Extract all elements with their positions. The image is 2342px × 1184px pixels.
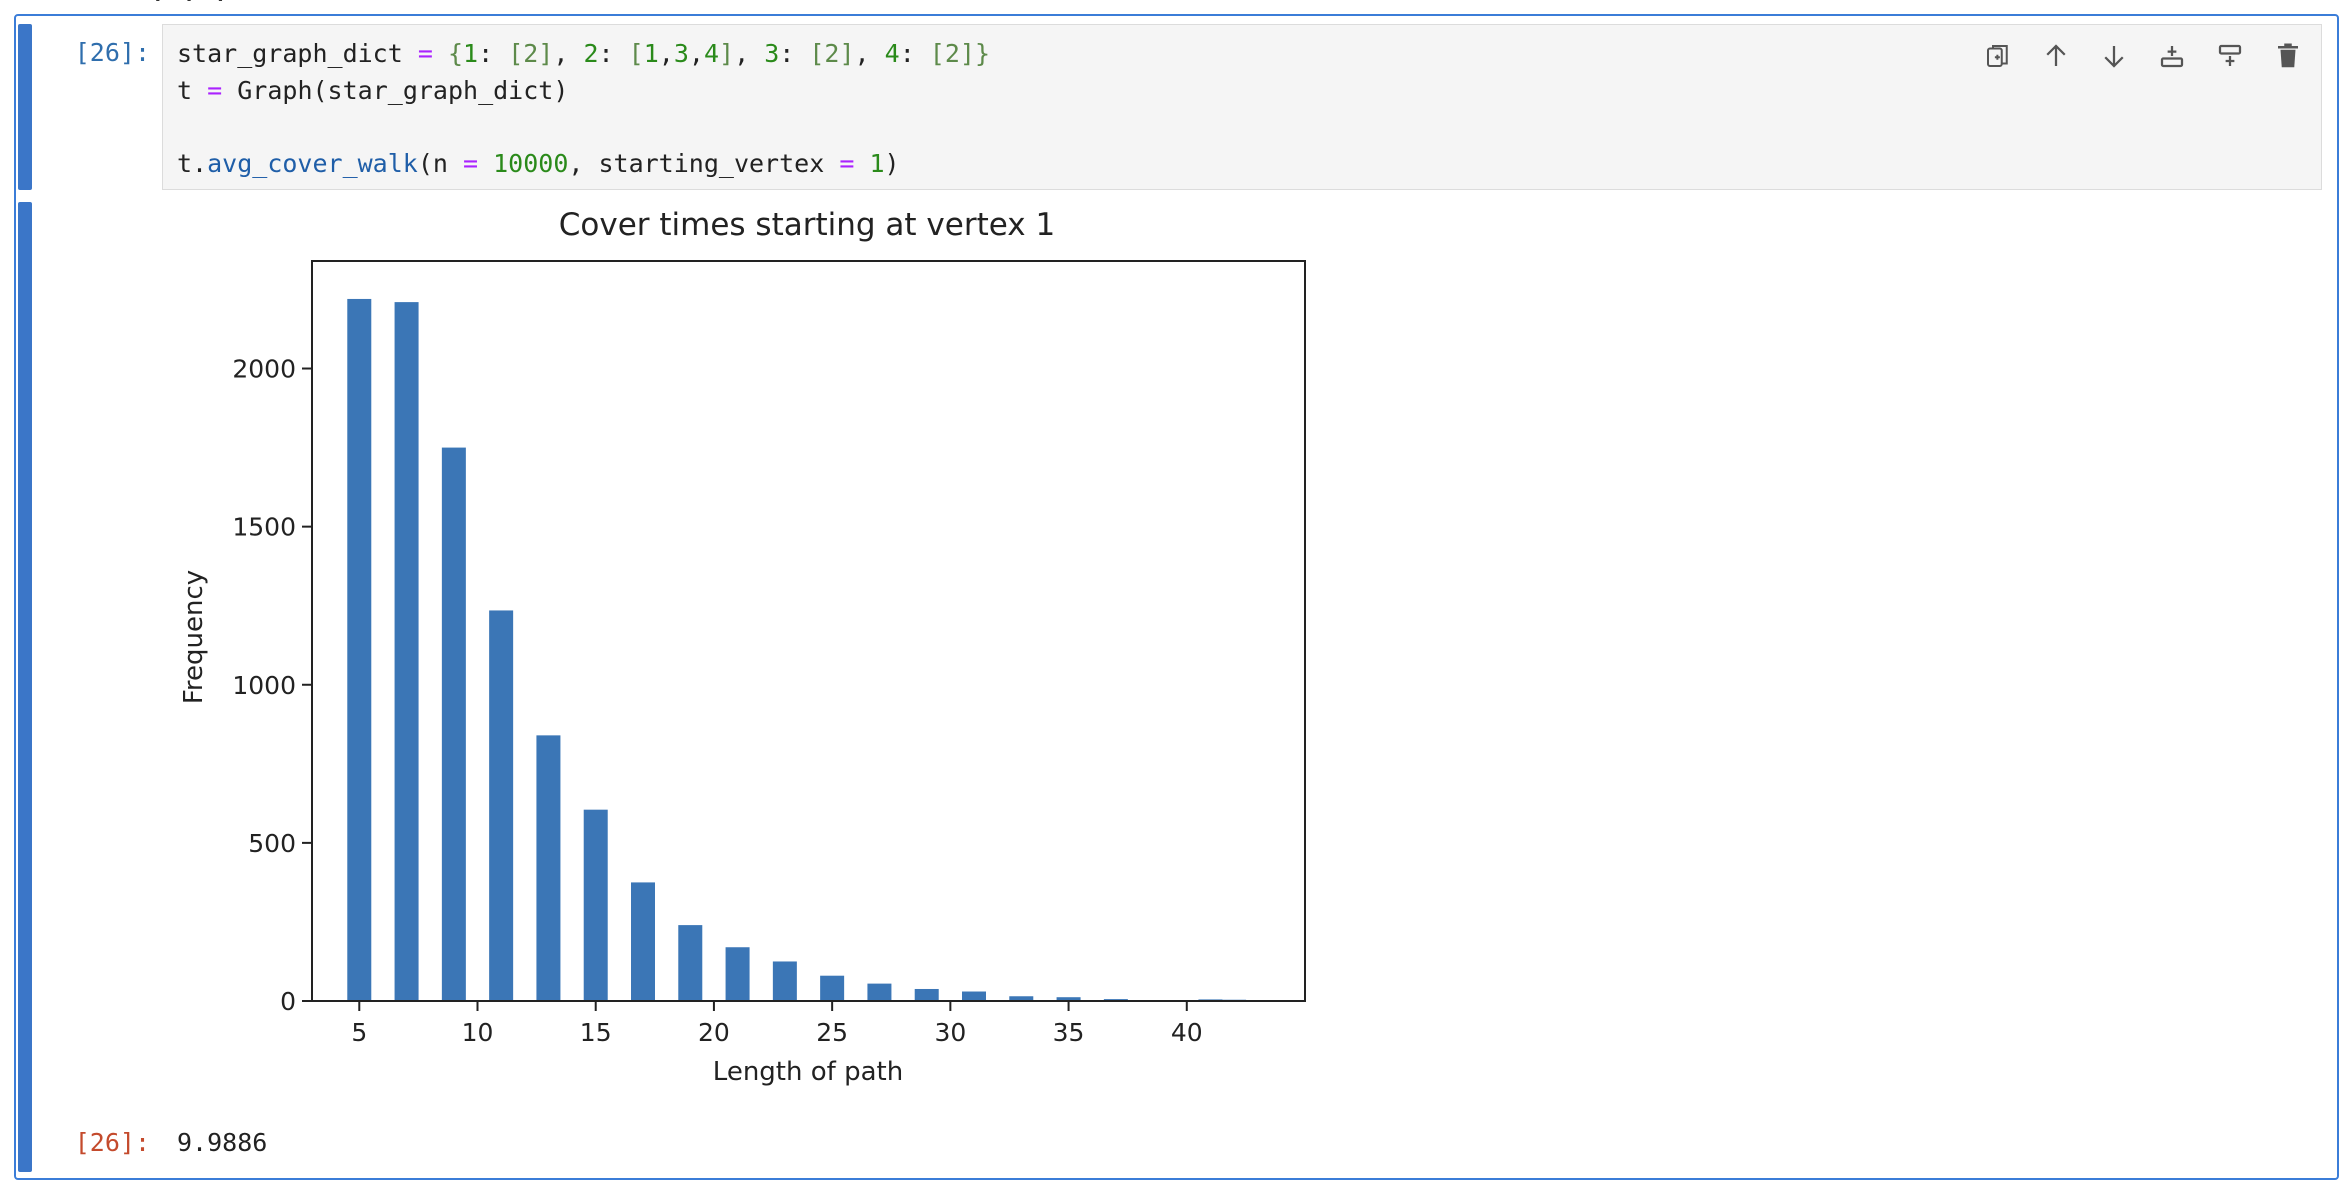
- move-down-icon[interactable]: [2095, 37, 2133, 75]
- x-axis-label: Length of path: [713, 1057, 903, 1087]
- y-tick-label: 1000: [232, 671, 296, 700]
- histogram-bar: [725, 947, 750, 1001]
- chart-title: Cover times starting at vertex 1: [559, 207, 1055, 243]
- histogram-bar: [867, 983, 892, 1001]
- histogram-bar: [631, 882, 655, 1001]
- y-tick-label: 0: [280, 987, 296, 1016]
- insert-below-icon[interactable]: [2153, 37, 2191, 75]
- insert-above-icon[interactable]: [2211, 37, 2249, 75]
- histogram-bar: [1009, 996, 1034, 1001]
- x-axis: 5 10 15 20 25 30 35 40: [351, 1001, 1203, 1047]
- x-tick-label: 5: [351, 1018, 367, 1047]
- chart-svg: Cover times starting at vertex 1 5 10 15 20…: [179, 207, 1306, 1087]
- x-tick-label: 30: [934, 1018, 966, 1047]
- y-tick-label: 500: [248, 829, 296, 858]
- previous-cell-fragment: . . .: [150, 0, 350, 6]
- code-line-1: star_graph_dict = {1: [2], 2: [1,3,4], 3…: [177, 39, 991, 68]
- cell-toolbar: [1979, 37, 2307, 75]
- histogram-bar: [347, 298, 372, 1001]
- input-collapser[interactable]: [18, 24, 32, 190]
- code-line-4: t.avg_cover_walk(n = 10000, starting_ver…: [177, 148, 900, 178]
- move-up-icon[interactable]: [2037, 37, 2075, 75]
- x-tick-label: 15: [580, 1018, 612, 1047]
- x-tick-label: 20: [698, 1018, 730, 1047]
- code-text[interactable]: star_graph_dict = {1: [2], 2: [1,3,4], 3…: [177, 36, 990, 182]
- plot-frame: [311, 260, 1306, 1002]
- output-collapser[interactable]: [18, 202, 32, 1172]
- input-prompt: [26]:: [74, 38, 150, 67]
- histogram-bar: [489, 610, 514, 1001]
- code-line-3-empty: [177, 109, 990, 146]
- y-tick-label: 2000: [232, 355, 296, 384]
- x-tick-label: 40: [1171, 1018, 1203, 1047]
- histogram-bar: [772, 961, 797, 1001]
- histogram-bar: [1056, 997, 1081, 1001]
- delete-icon[interactable]: [2269, 37, 2307, 75]
- histogram-bar: [441, 447, 466, 1001]
- code-line-2: t = Graph(star_graph_dict): [177, 75, 569, 105]
- histogram-bar: [820, 975, 845, 1001]
- x-tick-label: 35: [1053, 1018, 1085, 1047]
- histogram-bar: [394, 302, 419, 1002]
- histogram-bar: [914, 988, 939, 1001]
- x-tick-label: 25: [816, 1018, 848, 1047]
- y-axis-label: Frequency: [179, 570, 209, 704]
- histogram-bar: [583, 809, 608, 1001]
- x-tick-label: 10: [462, 1018, 494, 1047]
- histogram-bar: [536, 735, 561, 1001]
- histogram-bar: [962, 991, 986, 1001]
- output-prompt: [26]:: [74, 1128, 150, 1157]
- bars-group: [347, 298, 1247, 1002]
- result-value: 9.9886: [177, 1128, 268, 1157]
- histogram-plot: Cover times starting at vertex 1 5 10 15 20…: [172, 205, 1322, 1095]
- code-editor[interactable]: star_graph_dict = {1: [2], 2: [1,3,4], 3…: [162, 24, 2322, 190]
- y-axis: 0 500 1000 1500 2000: [232, 355, 312, 1016]
- histogram-bar: [678, 925, 703, 1001]
- duplicate-icon[interactable]: [1979, 37, 2017, 75]
- y-tick-label: 1500: [232, 513, 296, 542]
